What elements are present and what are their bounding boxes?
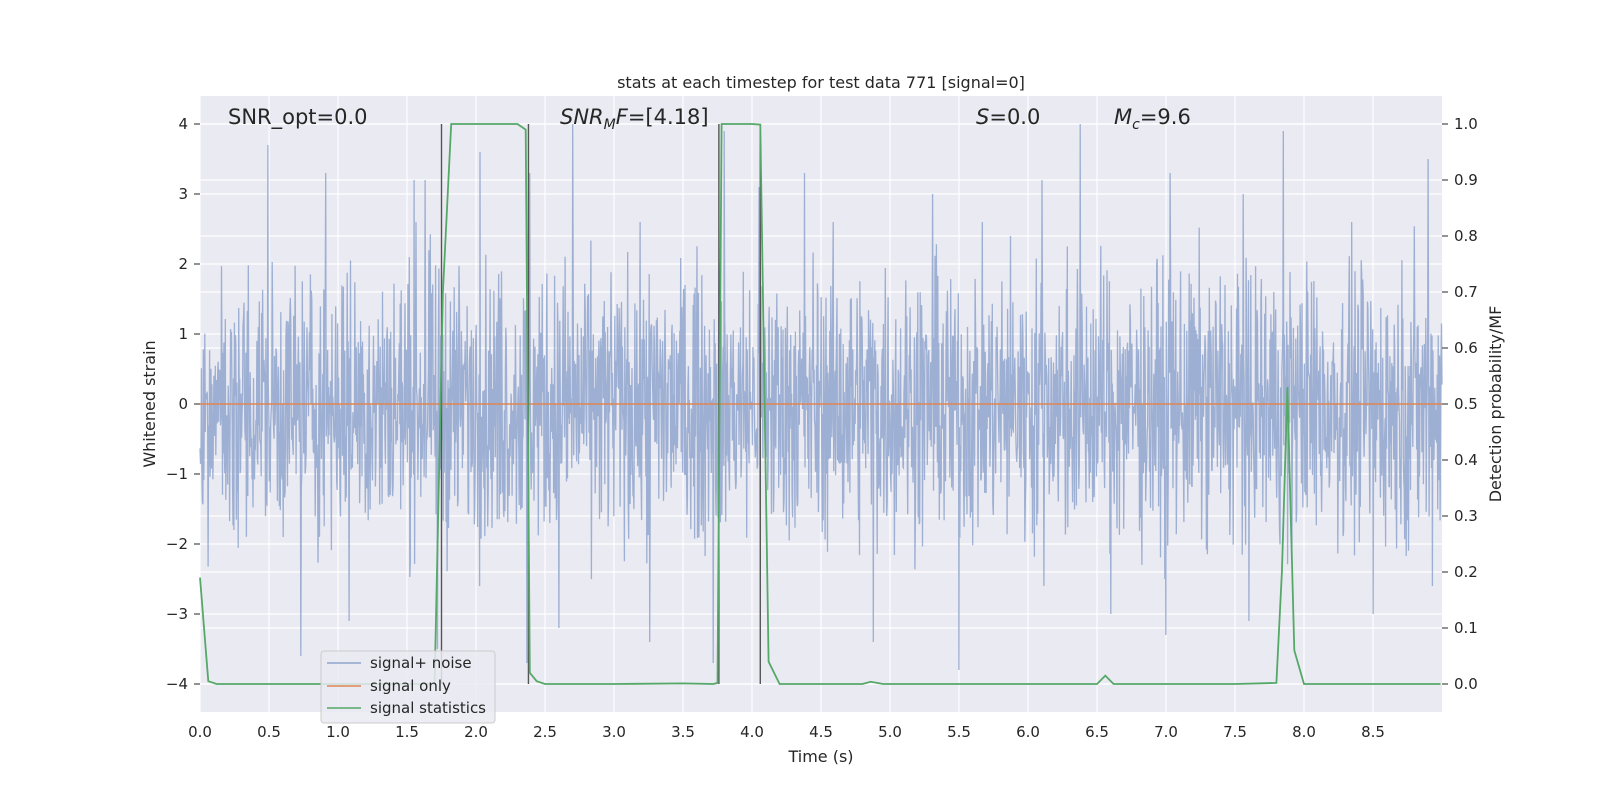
- signal-statistics-line: [199, 123, 1441, 685]
- x-tick-label: 4.5: [809, 723, 833, 741]
- y-tick-label-right: 0.1: [1454, 619, 1478, 637]
- legend-label-signal-statistics: signal statistics: [370, 699, 486, 717]
- y-tick-label-right: 0.8: [1454, 227, 1478, 245]
- annotation-mc-sub: c: [1132, 117, 1140, 133]
- x-tick-label: 5.0: [878, 723, 902, 741]
- y-tick-label-left: 3: [178, 185, 188, 203]
- legend-label-signal-only: signal only: [370, 677, 451, 695]
- chart-title: stats at each timestep for test data 771…: [617, 73, 1025, 92]
- axis-ticks: 0.0 0.5 1.0 1.5 2.0 2.5 3.0 3.5 4.0 4.5 5.0 5.5 6.0 6…: [166, 115, 1478, 741]
- annotation-mc-value: =9.6: [1140, 105, 1191, 129]
- x-tick-label: 3.0: [602, 723, 626, 741]
- x-tick-label: 4.0: [740, 723, 764, 741]
- signal-noise-line: [199, 123, 1443, 671]
- annotation-snr-mf-tail: F: [616, 105, 629, 129]
- annotation-snr-opt: SNR_opt=0.0: [228, 105, 368, 130]
- annotation-s: S=0.0: [976, 105, 1040, 129]
- y-tick-label-left: 2: [178, 255, 188, 273]
- y-axis-label-right: Detection probability/MF: [1486, 306, 1505, 503]
- x-tick-label: 8.5: [1361, 723, 1385, 741]
- y-tick-label-left: 1: [178, 325, 188, 343]
- y-tick-label-left: −3: [166, 605, 188, 623]
- x-tick-label: 1.5: [395, 723, 419, 741]
- legend: signal+ noise signal only signal statist…: [320, 650, 496, 724]
- annotation-s-symbol: S: [976, 105, 989, 129]
- annotation-mc-symbol: M: [1114, 105, 1132, 129]
- y-tick-label-left: 4: [178, 115, 188, 133]
- y-tick-label-left: −4: [166, 675, 188, 693]
- y-tick-label-right: 0.2: [1454, 563, 1478, 581]
- x-tick-label: 7.0: [1154, 723, 1178, 741]
- legend-box: [320, 650, 496, 724]
- y-tick-label-right: 0.4: [1454, 451, 1478, 469]
- x-tick-label: 8.0: [1292, 723, 1316, 741]
- y-tick-label-left: −1: [166, 465, 188, 483]
- annotation-snr-mf-sub: M: [604, 117, 616, 133]
- x-tick-label: 7.5: [1223, 723, 1247, 741]
- x-tick-label: 2.5: [533, 723, 557, 741]
- y-tick-label-right: 1.0: [1454, 115, 1478, 133]
- annotation-s-value: =0.0: [989, 105, 1040, 129]
- y-tick-label-left: −2: [166, 535, 188, 553]
- x-tick-label: 5.5: [947, 723, 971, 741]
- y-axis-label-left: Whitened strain: [140, 340, 159, 467]
- x-tick-label: 1.0: [326, 723, 350, 741]
- annotation-snr-mf: SNRMF=[4.18]: [560, 105, 709, 133]
- legend-label-signal-noise: signal+ noise: [370, 654, 472, 672]
- x-tick-label: 3.5: [671, 723, 695, 741]
- annotation-snr-mf-value: =[4.18]: [628, 105, 709, 129]
- x-tick-label: 0.5: [257, 723, 281, 741]
- x-tick-label: 6.5: [1085, 723, 1109, 741]
- series-signal-noise: [199, 123, 1443, 671]
- x-tick-label: 0.0: [188, 723, 212, 741]
- y-tick-label-right: 0.0: [1454, 675, 1478, 693]
- x-tick-label: 2.0: [464, 723, 488, 741]
- y-tick-label-left: 0: [178, 395, 188, 413]
- annotation-snr-mf-symbol: SNR: [560, 105, 604, 129]
- x-axis-label: Time (s): [787, 747, 853, 766]
- x-tick-label: 6.0: [1016, 723, 1040, 741]
- series-signal-statistics: [199, 123, 1441, 685]
- y-tick-label-right: 0.9: [1454, 171, 1478, 189]
- y-tick-label-right: 0.3: [1454, 507, 1478, 525]
- y-tick-label-right: 0.6: [1454, 339, 1478, 357]
- y-tick-label-right: 0.7: [1454, 283, 1478, 301]
- annotation-mc: Mc=9.6: [1114, 105, 1191, 133]
- y-tick-label-right: 0.5: [1454, 395, 1478, 413]
